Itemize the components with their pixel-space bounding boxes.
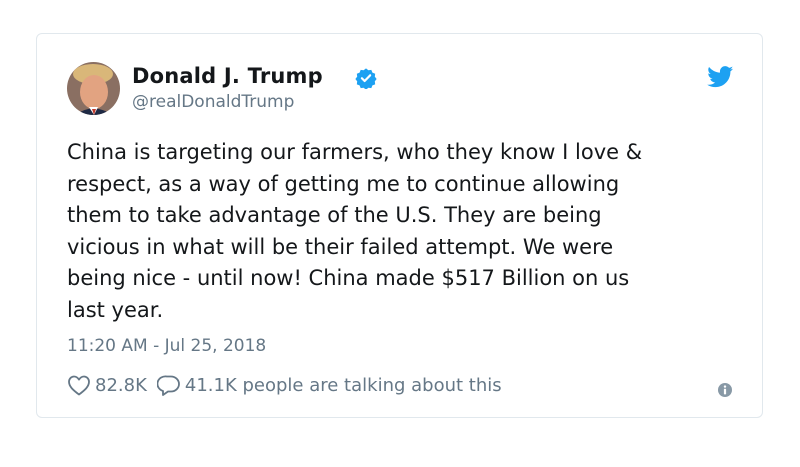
- reply-button[interactable]: 41.1K people are talking about this: [156, 374, 502, 396]
- like-button[interactable]: 82.8K: [67, 374, 147, 396]
- author-name[interactable]: Donald J. Trump: [132, 64, 323, 88]
- like-count: 82.8K: [95, 374, 147, 396]
- author-handle[interactable]: @realDonaldTrump: [132, 92, 295, 112]
- speech-bubble-icon: [156, 375, 180, 396]
- tweet-card: Donald J. Trump @realDonaldTrump China i…: [36, 33, 763, 418]
- twitter-bird-icon[interactable]: [707, 66, 734, 88]
- verified-badge-icon: [355, 68, 377, 89]
- talking-count: 41.1K people are talking about this: [184, 374, 502, 396]
- tweet-text: China is targeting our farmers, who they…: [67, 140, 643, 322]
- avatar[interactable]: [67, 62, 120, 115]
- heart-icon: [68, 375, 90, 396]
- tweet-actions: 82.8K 41.1K people are talking about thi…: [67, 374, 502, 396]
- info-icon[interactable]: [717, 382, 733, 398]
- tweet-timestamp[interactable]: 11:20 AM - Jul 25, 2018: [67, 336, 267, 356]
